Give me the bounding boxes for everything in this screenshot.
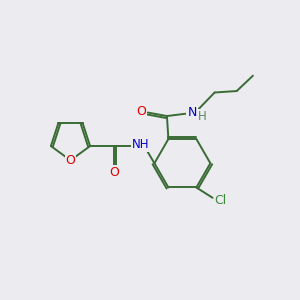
Text: O: O xyxy=(66,154,75,167)
Text: H: H xyxy=(198,110,207,123)
Text: Cl: Cl xyxy=(215,194,227,207)
Text: O: O xyxy=(109,166,119,179)
Text: NH: NH xyxy=(132,138,149,151)
Text: O: O xyxy=(136,105,146,118)
Text: N: N xyxy=(187,106,196,119)
